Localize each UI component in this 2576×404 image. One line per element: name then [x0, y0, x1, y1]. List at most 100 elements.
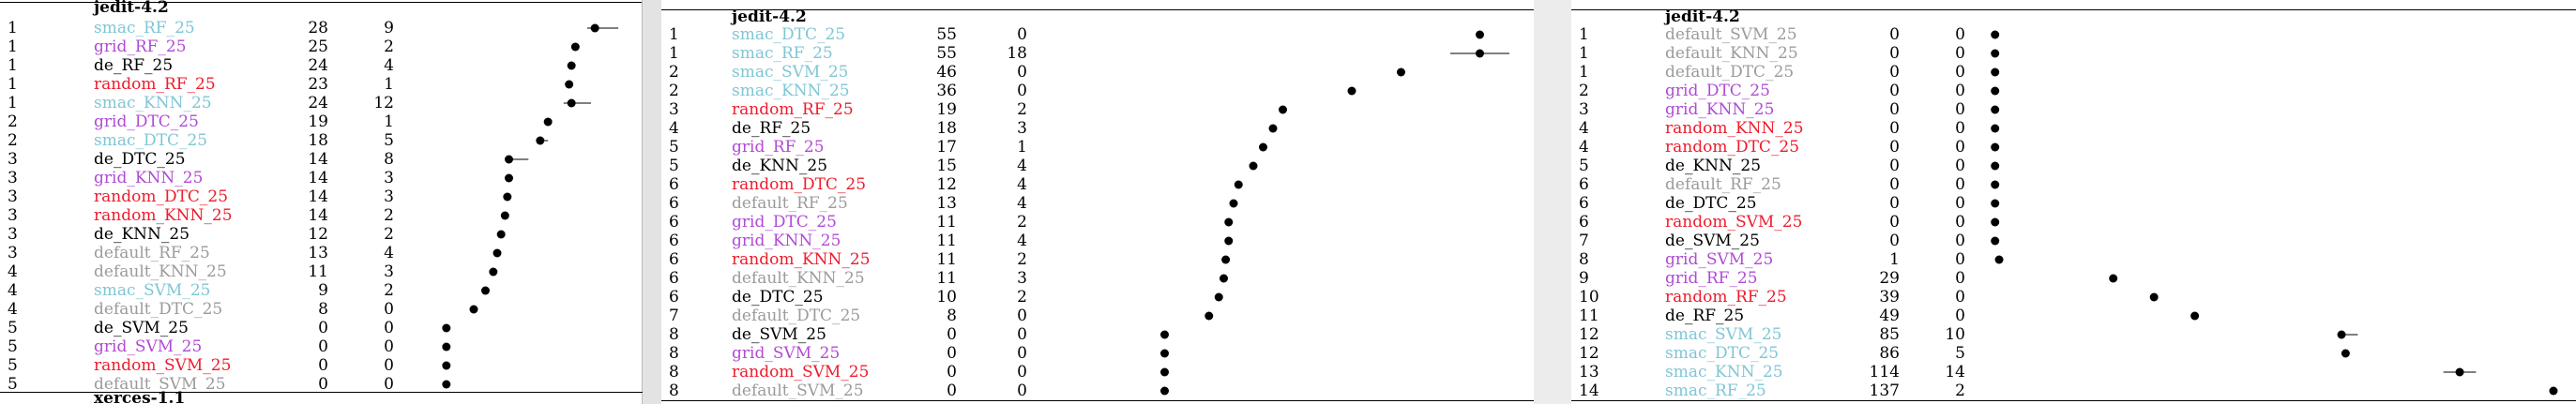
iqr-cell: 0 [1017, 63, 1027, 82]
top-rule [0, 2, 643, 3]
treatment-name: grid_SVM_25 [1665, 250, 1774, 269]
treatment-name: grid_RF_25 [1665, 269, 1758, 288]
table-row: 8 de_SVM_25 0 0 [661, 325, 1534, 344]
rank-cell: 5 [8, 375, 18, 394]
median-dot [469, 305, 478, 314]
treatment-name: de_KNN_25 [1665, 157, 1762, 175]
iqr-cell: 4 [384, 56, 394, 75]
rank-cell: 5 [669, 157, 679, 175]
iqr-cell: 0 [1955, 307, 1965, 325]
table-row: 7 default_DTC_25 8 0 [661, 307, 1534, 325]
rank-cell: 2 [669, 63, 679, 82]
table-row: 8 grid_SVM_25 1 0 [1571, 250, 2576, 269]
median-dot [442, 380, 451, 389]
median-cell: 0 [947, 363, 957, 382]
iqr-cell: 0 [1955, 25, 1965, 44]
iqr-cell: 2 [1017, 250, 1027, 269]
table-row: 1 default_DTC_25 0 0 [1571, 63, 2576, 82]
median-dot [1991, 30, 2000, 39]
table-row: 1 default_SVM_25 0 0 [1571, 25, 2576, 44]
table-row: 4 de_RF_25 18 3 [661, 119, 1534, 138]
treatment-name: smac_DTC_25 [94, 131, 208, 150]
bottom-rule [1571, 400, 2576, 401]
iqr-cell: 9 [384, 19, 394, 37]
median-cell: 46 [936, 63, 957, 82]
median-cell: 114 [1869, 363, 1900, 382]
median-cell: 0 [1889, 232, 1900, 250]
table-row: 3 default_RF_25 13 4 [0, 244, 643, 262]
iqr-cell: 2 [1017, 288, 1027, 307]
treatment-name: de_SVM_25 [94, 319, 189, 337]
rank-cell: 3 [8, 187, 18, 206]
median-cell: 0 [318, 319, 328, 337]
table-row: 4 random_DTC_25 0 0 [1571, 138, 2576, 157]
rank-cell: 8 [1579, 250, 1589, 269]
table-row: 2 smac_SVM_25 46 0 [661, 63, 1534, 82]
table-row: 12 smac_SVM_25 85 10 [1571, 325, 2576, 344]
iqr-cell: 2 [384, 225, 394, 244]
panel-right: jedit-4.2 1 default_SVM_25 0 0 1 default_KNN_… [1571, 0, 2576, 404]
iqr-cell: 2 [384, 37, 394, 56]
median-dot [1397, 67, 1405, 77]
median-dot [1205, 311, 1214, 321]
median-cell: 1 [1889, 250, 1900, 269]
table-row: 13 smac_KNN_25 114 14 [1571, 363, 2576, 382]
median-cell: 14 [308, 169, 328, 187]
median-dot [2337, 330, 2346, 339]
iqr-cell: 0 [1955, 288, 1965, 307]
median-cell: 0 [1889, 44, 1900, 63]
median-cell: 17 [936, 138, 957, 157]
table-row: 6 random_DTC_25 12 4 [661, 175, 1534, 194]
iqr-cell: 0 [1955, 138, 1965, 157]
treatment-name: de_KNN_25 [732, 157, 828, 175]
treatment-name: grid_SVM_25 [732, 344, 841, 363]
treatment-name: grid_DTC_25 [732, 213, 837, 232]
table-row: 14 smac_RF_25 137 2 [1571, 382, 2576, 400]
rank-cell: 1 [8, 94, 18, 112]
table-row: 5 random_SVM_25 0 0 [0, 356, 643, 375]
median-cell: 11 [936, 269, 957, 288]
treatment-name: grid_KNN_25 [1665, 100, 1775, 119]
median-dot [567, 61, 576, 70]
table-row: 8 grid_SVM_25 0 0 [661, 344, 1534, 363]
table-row: 3 grid_KNN_25 14 3 [0, 169, 643, 187]
median-cell: 13 [308, 244, 328, 262]
treatment-name: default_RF_25 [732, 194, 848, 213]
treatment-name: random_DTC_25 [1665, 138, 1800, 157]
table-row: 1 smac_DTC_25 55 0 [661, 25, 1534, 44]
treatment-name: smac_DTC_25 [1665, 344, 1780, 363]
iqr-cell: 3 [1017, 269, 1027, 288]
iqr-cell: 12 [373, 94, 394, 112]
treatment-name: default_KNN_25 [732, 269, 865, 288]
iqr-cell: 4 [1017, 157, 1027, 175]
table-row: 5 grid_SVM_25 0 0 [0, 337, 643, 356]
table-row: 3 de_KNN_25 12 2 [0, 225, 643, 244]
median-cell: 11 [936, 250, 957, 269]
treatment-name: smac_KNN_25 [94, 94, 212, 112]
median-cell: 55 [936, 25, 957, 44]
median-dot [1991, 142, 2000, 152]
treatment-name: de_DTC_25 [94, 150, 186, 169]
iqr-cell: 0 [1955, 157, 1965, 175]
table-row: 1 default_KNN_25 0 0 [1571, 44, 2576, 63]
top-rule [1571, 9, 2576, 10]
rank-cell: 6 [669, 232, 679, 250]
median-dot [1347, 86, 1356, 96]
table-row: 6 grid_DTC_25 11 2 [661, 213, 1534, 232]
median-cell: 0 [1889, 138, 1900, 157]
rank-cell: 6 [669, 194, 679, 213]
table-row: 12 smac_DTC_25 86 5 [1571, 344, 2576, 363]
median-cell: 14 [308, 187, 328, 206]
rank-cell: 2 [1579, 82, 1589, 100]
rank-cell: 5 [8, 356, 18, 375]
median-dot [1220, 274, 1228, 283]
treatment-name: random_KNN_25 [1665, 119, 1804, 138]
treatment-name: de_RF_25 [94, 56, 174, 75]
rank-cell: 3 [8, 150, 18, 169]
rank-cell: 2 [8, 131, 18, 150]
iqr-cell: 0 [1017, 25, 1027, 44]
median-cell: 86 [1879, 344, 1900, 363]
median-cell: 18 [936, 119, 957, 138]
median-dot [2455, 367, 2464, 377]
median-cell: 55 [936, 44, 957, 63]
